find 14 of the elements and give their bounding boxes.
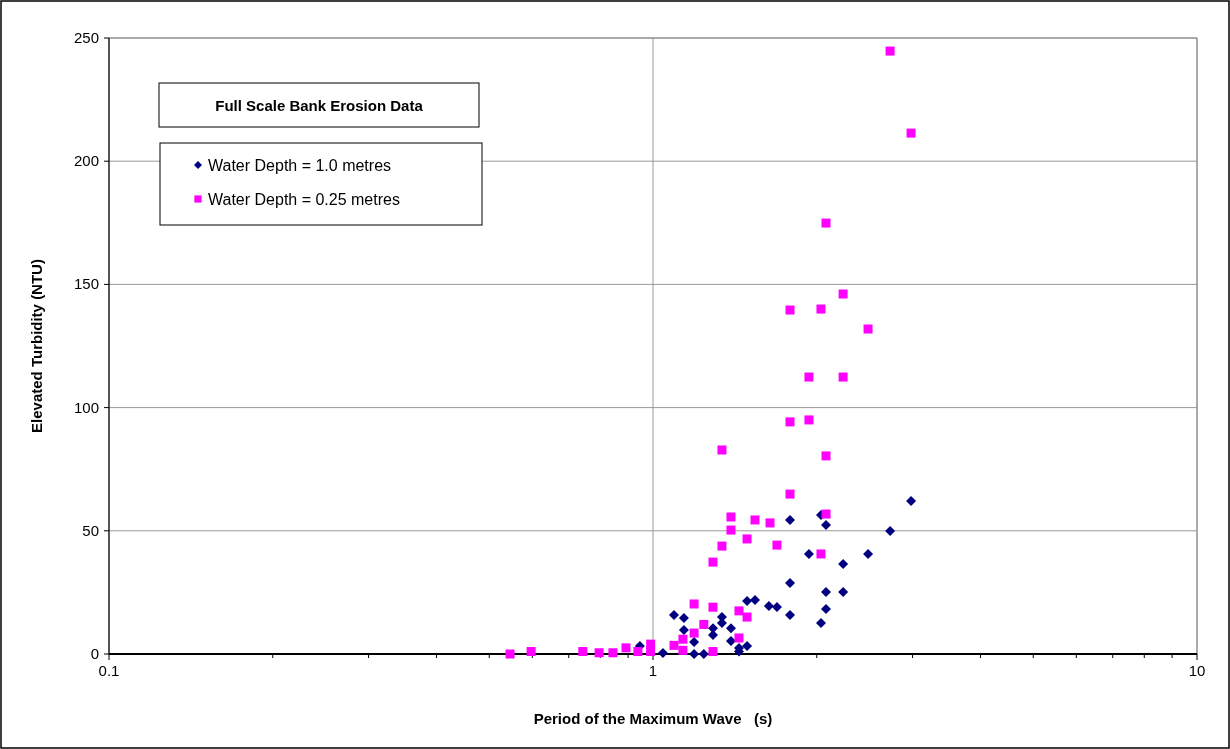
y-tick-label: 150 — [73, 275, 99, 293]
y-tick-label: 50 — [82, 521, 99, 539]
x-tick-label: 0.1 — [98, 662, 120, 679]
x-axis-title: Period of the Maximum Wave (s) — [533, 710, 773, 727]
text: Full Scale Bank Erosion Data — [215, 97, 424, 114]
y-tick-label: 200 — [73, 152, 99, 170]
y-tick-label: 100 — [73, 398, 99, 416]
y-tick-label: 250 — [73, 29, 99, 46]
x-tick-label: 10 — [1188, 662, 1206, 679]
legend-label: Water Depth = 0.25 metres — [208, 191, 400, 208]
x-tick-label: 1 — [648, 662, 658, 679]
legend-label: Water Depth = 1.0 metres — [208, 157, 392, 174]
y-axis-title: Elevated Turbidity (NTU) — [28, 259, 45, 433]
y-tick-label: 0 — [90, 645, 99, 662]
